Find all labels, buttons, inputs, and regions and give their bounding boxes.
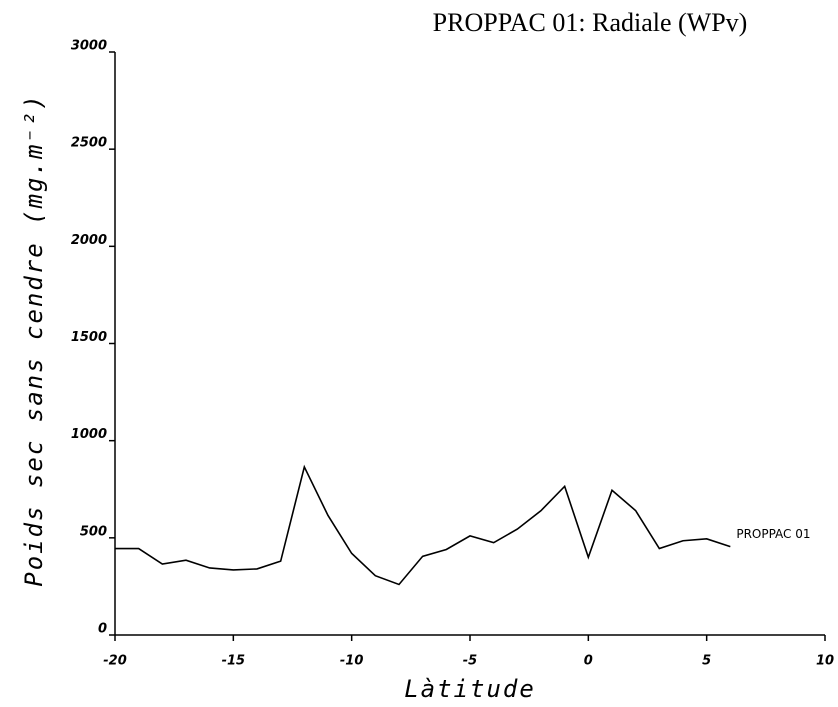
y-tick-label: 1500 [71, 330, 107, 345]
y-axis-label: Poids sec sans cendre (mg.m⁻²) [20, 93, 48, 586]
x-tick-label: 0 [584, 654, 593, 669]
y-tick-label: 500 [80, 524, 107, 539]
y-tick-label: 2500 [71, 136, 107, 151]
x-tick-label: -5 [463, 654, 477, 669]
x-tick-label: -20 [103, 654, 127, 669]
x-axis-label: Làtitude [404, 675, 536, 703]
y-tick-label: 3000 [71, 39, 107, 54]
y-tick-label: 1000 [71, 427, 107, 442]
data-line [115, 464, 731, 586]
y-tick-label: 2000 [71, 233, 107, 248]
y-tick-label: 0 [98, 622, 107, 637]
x-tick-label: -15 [222, 654, 246, 669]
x-tick-label: 5 [702, 654, 711, 669]
series-label: PROPPAC 01 [736, 527, 810, 541]
chart-title: PROPPAC 01: Radiale (WPv) [433, 8, 748, 37]
x-tick-label: -10 [340, 654, 364, 669]
x-tick-label: 10 [816, 654, 834, 669]
